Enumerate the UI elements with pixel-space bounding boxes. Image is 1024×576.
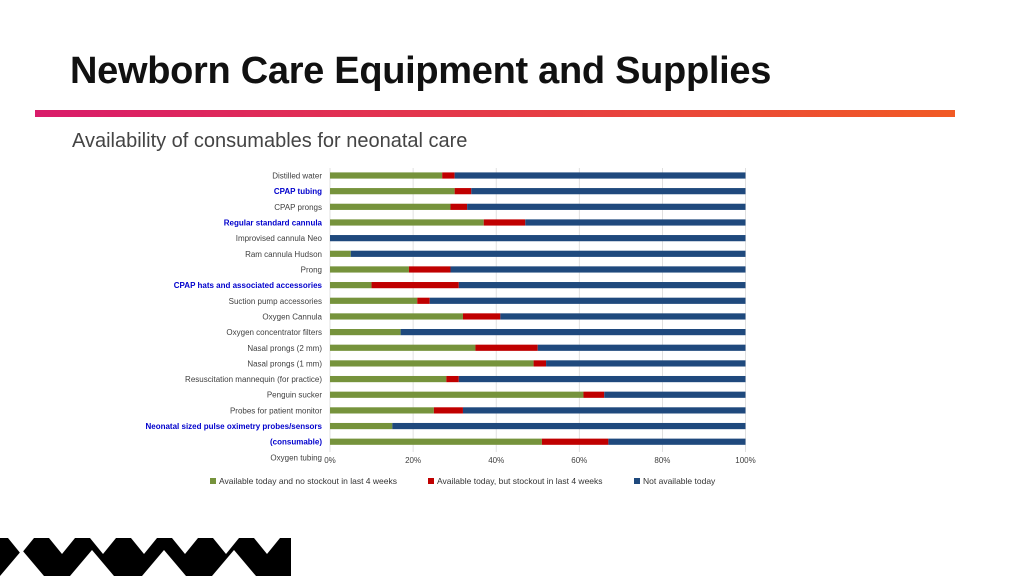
category-label: Suction pump accessories — [229, 297, 322, 306]
bar-segment-available — [330, 360, 534, 367]
legend-swatch-stockout — [428, 478, 434, 484]
chart-subtitle: Availability of consumables for neonatal… — [72, 130, 468, 152]
x-tick-label: 60% — [571, 456, 587, 465]
bar-segment-available — [330, 219, 484, 226]
accent-bar — [35, 110, 955, 117]
bar-segment-not-available — [330, 235, 746, 242]
category-label: CPAP prongs — [274, 203, 322, 212]
bar-segment-available — [330, 282, 372, 289]
chart-legend: Available today and no stockout in last … — [0, 476, 1024, 490]
x-tick-label: 100% — [735, 456, 755, 465]
bar-segment-available — [330, 375, 447, 383]
legend-item-available: Available today and no stockout in last … — [210, 476, 397, 486]
legend-swatch-available — [210, 478, 216, 484]
bar-segment-not-available — [350, 250, 746, 257]
bar-segment-stockout — [462, 313, 501, 320]
x-tick-label: 40% — [488, 456, 504, 465]
bar-segment-not-available — [458, 282, 746, 289]
bar-segment-available — [330, 313, 463, 320]
bar-segment-not-available — [604, 391, 746, 398]
category-label: Resuscitation mannequin (for practice) — [185, 375, 322, 384]
legend-item-stockout: Available today, but stockout in last 4 … — [428, 476, 603, 486]
category-label: Distilled water — [272, 172, 322, 181]
bar-segment-stockout — [450, 203, 468, 210]
legend-item-not-available: Not available today — [634, 476, 715, 486]
bar-segment-not-available — [454, 172, 746, 179]
bar-segment-stockout — [408, 266, 451, 273]
bar-segment-not-available — [462, 407, 746, 414]
bar-segment-not-available — [546, 360, 746, 367]
legend-label-not-available: Not available today — [643, 476, 716, 486]
bar-segment-stockout — [483, 219, 526, 226]
legend-swatch-not-available — [634, 478, 640, 484]
legend-label-stockout: Available today, but stockout in last 4 … — [437, 476, 603, 486]
x-tick-label: 0% — [324, 456, 336, 465]
category-label: Nasal prongs (1 mm) — [247, 359, 322, 368]
bar-segment-stockout — [446, 375, 459, 383]
bar-segment-not-available — [400, 329, 746, 336]
bar-segment-stockout — [417, 297, 430, 304]
category-label: CPAP hats and associated accessories — [174, 281, 323, 290]
bar-segment-available — [330, 203, 451, 210]
decorative-zigzag-band — [0, 538, 291, 576]
category-label: Penguin sucker — [267, 391, 322, 400]
bar-segment-available — [330, 250, 351, 257]
bar-segment-stockout — [541, 438, 609, 445]
bar-segment-available — [330, 344, 476, 351]
bar-segment-available — [330, 438, 542, 445]
bar-segment-not-available — [537, 344, 746, 351]
bar-segment-stockout — [583, 391, 605, 398]
category-label: Improvised cannula Neo — [236, 234, 323, 243]
category-label: Probes for patient monitor — [230, 406, 322, 415]
category-label: (consumable) — [270, 438, 322, 447]
category-label: Prong — [301, 265, 322, 274]
x-tick-label: 80% — [654, 456, 670, 465]
category-label: Neonatal sized pulse oximetry probes/sen… — [145, 422, 322, 431]
bar-segment-not-available — [608, 438, 746, 445]
bar-segment-stockout — [475, 344, 538, 351]
bar-segment-available — [330, 297, 418, 304]
bar-segment-stockout — [533, 360, 547, 367]
bar-segment-not-available — [429, 297, 746, 304]
category-label: Ram cannula Hudson — [245, 250, 322, 259]
bar-segment-not-available — [471, 188, 746, 195]
bar-segment-not-available — [467, 203, 746, 210]
bar-segment-not-available — [392, 422, 746, 430]
category-label: CPAP tubing — [274, 187, 322, 196]
bar-segment-available — [330, 391, 584, 398]
category-label: Oxygen Cannula — [262, 312, 322, 321]
category-label: Regular standard cannula — [224, 218, 323, 227]
stacked-bar-chart: Distilled water CPAP tubing CPAP prongs Reg… — [145, 168, 756, 465]
bar-segment-not-available — [458, 375, 746, 383]
category-label: Nasal prongs (2 mm) — [247, 344, 322, 353]
bar-segment-available — [330, 266, 409, 273]
bar-segment-available — [330, 407, 434, 414]
category-label: Oxygen concentrator filters — [226, 328, 322, 337]
bar-segment-not-available — [525, 219, 746, 226]
bar-segment-stockout — [454, 188, 472, 195]
x-tick-label: 20% — [405, 456, 421, 465]
slide-title: Newborn Care Equipment and Supplies — [70, 50, 772, 92]
legend-label-available: Available today and no stockout in last … — [219, 476, 397, 486]
category-label: Oxygen tubing — [270, 453, 322, 462]
bar-segment-available — [330, 188, 455, 195]
bar-segment-available — [330, 422, 393, 430]
bar-segment-stockout — [433, 407, 463, 414]
bar-segment-available — [330, 172, 443, 179]
bar-segment-available — [330, 329, 401, 336]
bar-segment-stockout — [442, 172, 455, 179]
bar-segment-stockout — [371, 282, 459, 289]
bar-segment-not-available — [500, 313, 746, 320]
bar-segment-not-available — [450, 266, 746, 273]
